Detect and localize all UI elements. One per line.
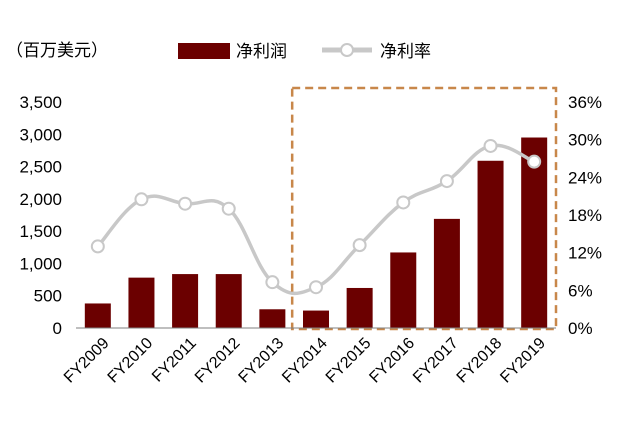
bar-FY2019: [521, 137, 548, 328]
legend: 净利润 净利率: [178, 42, 431, 62]
right-tick-label: 6%: [568, 281, 593, 300]
bar-FY2018: [477, 160, 504, 328]
right-tick-label: 30%: [568, 131, 602, 150]
right-tick-label: 36%: [568, 93, 602, 112]
x-label-FY2013: FY2013: [236, 335, 288, 387]
bar-FY2016: [390, 252, 417, 328]
margin-point-FY2012: [221, 201, 236, 216]
x-label-FY2016: FY2016: [366, 335, 418, 387]
margin-point-FY2013: [265, 275, 280, 290]
left-tick-label: 3,500: [19, 93, 62, 112]
margin-point-FY2014: [309, 280, 323, 295]
margin-point-FY2011: [178, 196, 193, 211]
legend-line-label: 净利率: [380, 42, 431, 62]
net-profit-bars: [84, 137, 548, 328]
margin-point-FY2016: [396, 195, 411, 210]
x-label-FY2017: FY2017: [410, 335, 462, 387]
x-label-FY2012: FY2012: [192, 335, 244, 387]
x-label-FY2009: FY2009: [61, 335, 113, 387]
bar-FY2015: [346, 287, 373, 328]
x-axis-labels: FY2009FY2010FY2011FY2012FY2013FY2014FY20…: [61, 335, 549, 387]
right-tick-label: 18%: [568, 206, 602, 225]
bar-FY2017: [433, 218, 460, 328]
margin-point-FY2018: [483, 138, 498, 153]
bar-FY2012: [215, 274, 242, 328]
bar-FY2009: [84, 303, 111, 328]
x-label-FY2010: FY2010: [105, 335, 157, 387]
margin-point-FY2015: [352, 238, 367, 253]
left-tick-label: 500: [34, 287, 62, 306]
bar-FY2014: [303, 310, 329, 328]
left-tick-label: 0: [53, 319, 62, 338]
left-tick-label: 1,000: [19, 254, 62, 273]
right-tick-label: 12%: [568, 244, 602, 263]
highlight-box: [290, 86, 558, 331]
margin-point-FY2010: [134, 192, 149, 207]
right-tick-label: 0%: [568, 319, 593, 338]
x-label-FY2015: FY2015: [323, 335, 375, 387]
margin-point-FY2019: [527, 154, 542, 169]
left-tick-label: 3,000: [19, 125, 62, 144]
legend-bar-swatch: [178, 43, 230, 59]
left-tick-label: 2,500: [19, 158, 62, 177]
right-axis: 0% 6% 12% 18% 24% 30% 36%: [568, 93, 602, 338]
x-label-FY2019: FY2019: [497, 335, 549, 387]
bar-FY2011: [172, 274, 199, 328]
margin-point-FY2017: [439, 174, 454, 189]
unit-label: （百万美元）: [6, 41, 108, 61]
x-label-FY2011: FY2011: [149, 335, 200, 386]
bar-FY2010: [128, 277, 155, 328]
net-margin-line: [90, 138, 542, 296]
left-tick-label: 2,000: [19, 190, 62, 209]
legend-line-marker: [340, 43, 354, 57]
bar-FY2013: [259, 309, 286, 328]
left-axis: 0 500 1,000 1,500 2,000 2,500 3,000 3,500: [19, 93, 62, 338]
net-margin-path: [96, 143, 535, 296]
x-label-FY2018: FY2018: [454, 335, 506, 387]
x-label-FY2014: FY2014: [279, 335, 331, 387]
right-tick-label: 24%: [568, 168, 602, 187]
legend-bar-label: 净利润: [236, 42, 287, 62]
left-tick-label: 1,500: [19, 222, 62, 241]
margin-point-FY2009: [90, 239, 105, 254]
